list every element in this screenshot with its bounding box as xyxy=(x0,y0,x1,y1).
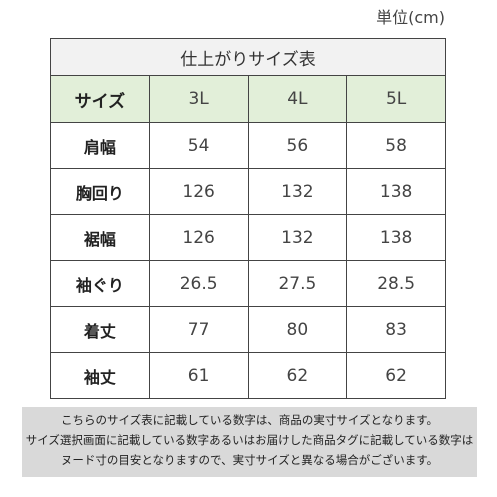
note-line: こちらのサイズ表に記載している数字は、商品の実寸サイズとなります。 xyxy=(61,413,438,427)
row-label-sleeve-length: 袖丈 xyxy=(50,352,150,399)
table-row: 着丈 77 80 83 xyxy=(50,306,446,353)
row-label-hem-width: 裾幅 xyxy=(50,214,150,261)
row-label-chest: 胸回り xyxy=(50,168,150,215)
table-cell: 28.5 xyxy=(346,260,446,307)
table-row: 裾幅 126 132 138 xyxy=(50,214,446,261)
size-header-label: サイズ xyxy=(50,75,150,123)
table-cell: 27.5 xyxy=(247,260,348,307)
table-cell: 61 xyxy=(148,352,249,399)
size-header-5l: 5L xyxy=(346,75,446,123)
table-row: 袖丈 61 62 62 xyxy=(50,352,446,399)
table-cell: 62 xyxy=(247,352,348,399)
table-cell: 26.5 xyxy=(148,260,249,307)
size-header-3l: 3L xyxy=(148,75,249,123)
size-table: 仕上がりサイズ表 サイズ 3L 4L 5L 肩幅 54 56 58 胸回り 12… xyxy=(50,38,446,399)
table-cell: 132 xyxy=(247,214,348,261)
note-line: ヌード寸の目安となりますので、実寸サイズと異なる場合がございます。 xyxy=(60,453,439,467)
table-cell: 138 xyxy=(346,214,446,261)
table-row: 袖ぐり 26.5 27.5 28.5 xyxy=(50,260,446,307)
table-row: 胸回り 126 132 138 xyxy=(50,168,446,215)
row-label-shoulder-width: 肩幅 xyxy=(50,122,150,169)
table-cell: 83 xyxy=(346,306,446,353)
size-header-4l: 4L xyxy=(247,75,348,123)
table-cell: 126 xyxy=(148,168,249,215)
row-label-length: 着丈 xyxy=(50,306,150,353)
table-cell: 62 xyxy=(346,352,446,399)
table-cell: 138 xyxy=(346,168,446,215)
table-cell: 56 xyxy=(247,122,348,169)
table-cell: 77 xyxy=(148,306,249,353)
table-cell: 132 xyxy=(247,168,348,215)
table-cell: 54 xyxy=(148,122,249,169)
table-header-row: サイズ 3L 4L 5L xyxy=(50,75,446,123)
table-cell: 80 xyxy=(247,306,348,353)
table-row: 肩幅 54 56 58 xyxy=(50,122,446,169)
table-cell: 126 xyxy=(148,214,249,261)
unit-label: 単位(cm) xyxy=(376,8,445,27)
table-title: 仕上がりサイズ表 xyxy=(50,38,446,76)
row-label-armhole: 袖ぐり xyxy=(50,260,150,307)
table-title-row: 仕上がりサイズ表 xyxy=(50,38,446,76)
note-line: サイズ選択画面に記載している数字あるいはお届けした商品タグに記載している数字は xyxy=(25,433,474,447)
size-note: こちらのサイズ表に記載している数字は、商品の実寸サイズとなります。 サイズ選択画… xyxy=(22,407,477,477)
table-cell: 58 xyxy=(346,122,446,169)
